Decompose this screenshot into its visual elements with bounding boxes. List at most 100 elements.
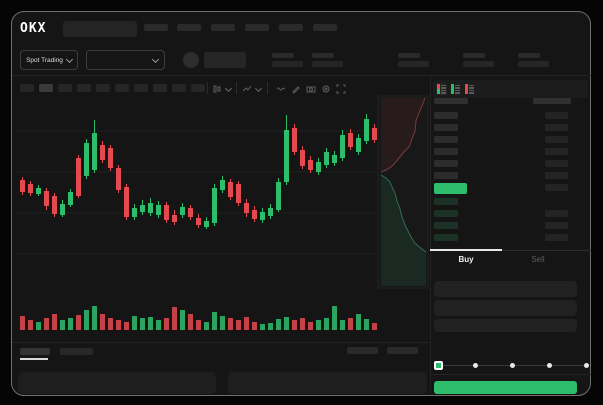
timeframe-button[interactable] xyxy=(153,84,167,92)
timeframe-button[interactable] xyxy=(172,84,186,92)
timeframe-button[interactable] xyxy=(134,84,148,92)
stat-value xyxy=(312,53,334,58)
stat-label xyxy=(518,61,549,67)
nav-item[interactable] xyxy=(313,24,337,31)
stat-label xyxy=(463,61,494,67)
search-input[interactable] xyxy=(63,21,137,37)
stat-value xyxy=(518,53,540,58)
ask-size xyxy=(545,136,568,143)
toolbar-divider xyxy=(267,82,268,94)
orderbook-asks-icon[interactable] xyxy=(464,83,475,95)
ask-price[interactable] xyxy=(434,148,458,155)
bid-price[interactable] xyxy=(434,234,458,241)
bid-price[interactable] xyxy=(434,210,458,217)
chevron-down-icon xyxy=(151,55,160,63)
slider-stop[interactable] xyxy=(509,363,515,368)
icon-row xyxy=(437,86,446,89)
stat-value xyxy=(398,53,420,58)
chart-style-dropdown[interactable] xyxy=(242,84,266,94)
icon-row xyxy=(451,86,460,89)
market-type-dropdown[interactable]: Spot Trading xyxy=(20,50,78,70)
okx-logo[interactable]: OKX xyxy=(20,20,47,37)
orderbook-bids-icon[interactable] xyxy=(450,83,461,95)
draw-pencil-icon[interactable] xyxy=(291,84,301,94)
ask-price[interactable] xyxy=(434,172,458,179)
chart-bottom-divider xyxy=(12,342,430,343)
chevron-down-icon xyxy=(224,84,233,92)
nav-item[interactable] xyxy=(279,24,303,31)
active-tab-underline xyxy=(430,249,502,251)
ask-price[interactable] xyxy=(434,160,458,167)
icon-row xyxy=(437,91,446,94)
slider-stop[interactable] xyxy=(583,363,589,368)
header-divider xyxy=(12,75,591,76)
nav-item[interactable] xyxy=(144,24,168,31)
icon-row xyxy=(465,86,474,89)
last-size xyxy=(545,184,568,191)
ask-size xyxy=(545,148,568,155)
submit-buy-button[interactable] xyxy=(434,381,577,394)
slider-stop[interactable] xyxy=(546,363,552,368)
tab-buy[interactable]: Buy xyxy=(458,255,474,264)
stat-value xyxy=(272,53,294,58)
icon-row xyxy=(451,91,460,94)
bottom-tab[interactable] xyxy=(60,348,93,355)
bid-size xyxy=(545,222,568,229)
tab-sell[interactable]: Sell xyxy=(531,255,545,264)
chart-footer-control[interactable] xyxy=(387,347,418,354)
ask-size xyxy=(545,124,568,131)
icon-row xyxy=(437,84,446,87)
timeframe-button[interactable] xyxy=(191,84,205,92)
orderbook-price-header xyxy=(434,98,468,104)
icon-row xyxy=(465,91,474,94)
timeframe-button[interactable] xyxy=(20,84,34,92)
ask-price[interactable] xyxy=(434,124,458,131)
stat-label xyxy=(398,61,429,67)
account-button[interactable] xyxy=(204,52,246,68)
ask-size xyxy=(545,160,568,167)
ask-price[interactable] xyxy=(434,136,458,143)
slider-stop[interactable] xyxy=(472,363,478,368)
timeframe-button[interactable] xyxy=(58,84,72,92)
interval-dropdown[interactable] xyxy=(212,84,236,94)
order-input-field[interactable] xyxy=(434,281,577,297)
icon-row xyxy=(465,84,474,87)
indicator-wave-icon[interactable] xyxy=(276,84,286,94)
ask-size xyxy=(545,112,568,119)
timeframe-button[interactable] xyxy=(77,84,91,92)
slider-handle[interactable] xyxy=(433,361,443,370)
avatar[interactable] xyxy=(183,52,199,68)
form-divider xyxy=(430,374,591,375)
pair-selector-dropdown[interactable] xyxy=(86,50,165,70)
camera-icon[interactable] xyxy=(306,84,316,94)
ask-size xyxy=(545,172,568,179)
nav-item[interactable] xyxy=(211,24,235,31)
timeframe-button[interactable] xyxy=(115,84,129,92)
orders-placeholder-panel xyxy=(18,372,216,394)
bid-price[interactable] xyxy=(434,198,458,205)
ask-price[interactable] xyxy=(434,112,458,119)
fullscreen-icon[interactable] xyxy=(336,84,346,94)
last-price-badge[interactable] xyxy=(434,183,467,194)
icon-row xyxy=(451,89,460,92)
chevron-down-icon xyxy=(65,55,73,63)
nav-item[interactable] xyxy=(177,24,201,31)
timeframe-button[interactable] xyxy=(39,84,53,92)
order-input-field[interactable] xyxy=(434,319,577,332)
tab-divider xyxy=(430,250,591,251)
stat-value xyxy=(463,53,485,58)
nav-item[interactable] xyxy=(245,24,269,31)
chart-footer-control[interactable] xyxy=(347,347,378,354)
icon-row xyxy=(437,89,446,92)
bottom-tab[interactable] xyxy=(20,348,50,355)
orderbook-combined-icon[interactable] xyxy=(436,83,447,95)
history-placeholder-panel xyxy=(228,372,427,394)
bid-size xyxy=(545,234,568,241)
timeframe-button[interactable] xyxy=(96,84,110,92)
order-input-field[interactable] xyxy=(434,300,577,316)
bid-price[interactable] xyxy=(434,222,458,229)
icon-row xyxy=(451,84,460,87)
settings-icon[interactable] xyxy=(321,84,331,94)
orderbook-size-header xyxy=(533,98,571,104)
stat-label xyxy=(272,61,303,67)
